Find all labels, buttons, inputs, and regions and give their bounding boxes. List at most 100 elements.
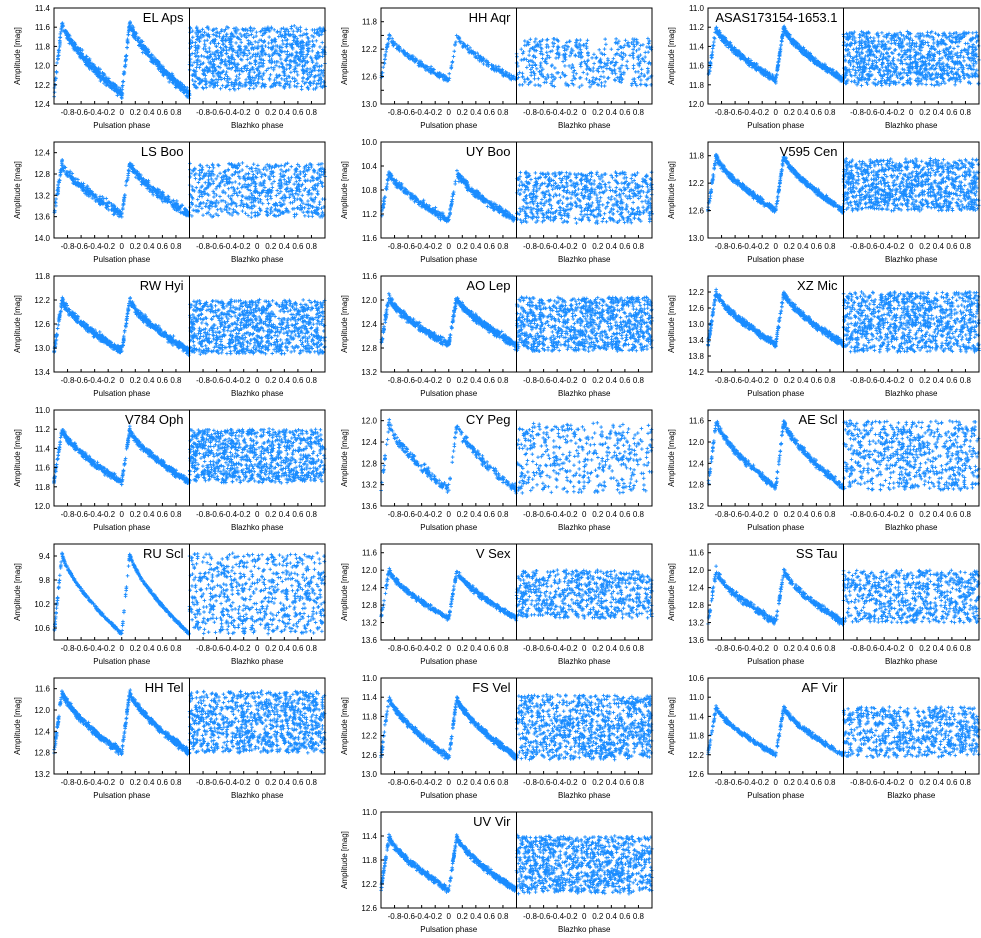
- data-point: [253, 81, 258, 86]
- data-point: [138, 43, 143, 48]
- data-point: [880, 30, 884, 35]
- data-point: [232, 83, 237, 87]
- x-axis-title-pulsation: Pulsation phase: [93, 121, 150, 130]
- data-point: [954, 31, 959, 35]
- data-point: [886, 63, 891, 68]
- data-point: [316, 78, 321, 83]
- data-point: [201, 189, 206, 194]
- data-point: [580, 55, 584, 59]
- data-point: [287, 33, 291, 37]
- data-point: [180, 88, 185, 92]
- data-point: [956, 44, 960, 49]
- data-point: [735, 50, 740, 54]
- data-point: [66, 173, 70, 177]
- data-point: [532, 47, 536, 52]
- data-point: [908, 57, 912, 62]
- data-point: [56, 189, 61, 194]
- data-point: [876, 35, 881, 39]
- data-point: [880, 57, 884, 62]
- data-point: [612, 63, 617, 68]
- data-point: [832, 72, 836, 77]
- x-tick-label: -0.6: [210, 108, 224, 117]
- data-point: [236, 62, 241, 67]
- data-point: [272, 51, 277, 55]
- data-point: [452, 49, 457, 54]
- data-point: [908, 70, 912, 74]
- data-point: [97, 201, 102, 206]
- data-point: [285, 63, 289, 67]
- data-point: [845, 68, 850, 73]
- data-point: [310, 28, 315, 32]
- data-point: [239, 84, 243, 88]
- data-point: [647, 39, 652, 43]
- data-point: [569, 66, 574, 70]
- data-point: [639, 78, 643, 82]
- data-point: [646, 36, 650, 41]
- data-point: [908, 47, 912, 52]
- data-point: [190, 40, 195, 45]
- data-point: [609, 47, 614, 51]
- data-point: [961, 73, 966, 77]
- data-point: [288, 42, 292, 47]
- data-point: [98, 194, 102, 199]
- data-point: [241, 50, 246, 54]
- x-tick-label: -0.4: [742, 108, 756, 117]
- data-point: [183, 209, 188, 213]
- data-point: [956, 55, 960, 60]
- data-point: [617, 39, 621, 43]
- data-point: [721, 37, 725, 42]
- data-point: [224, 70, 229, 74]
- data-point: [798, 45, 803, 50]
- data-point: [638, 60, 643, 64]
- data-point: [540, 56, 545, 61]
- data-point: [299, 46, 303, 50]
- data-point: [195, 37, 199, 42]
- data-point: [310, 60, 315, 65]
- data-point: [867, 47, 871, 51]
- data-point: [915, 82, 920, 87]
- data-point: [590, 79, 595, 83]
- data-point: [574, 71, 579, 76]
- data-point: [314, 82, 319, 86]
- x-tick-label: 0.4: [143, 108, 155, 117]
- data-point: [381, 65, 386, 69]
- data-point: [57, 178, 62, 182]
- data-point: [182, 211, 187, 216]
- data-point: [272, 78, 277, 82]
- data-point: [269, 41, 274, 45]
- data-point: [914, 34, 918, 39]
- data-point: [202, 39, 207, 43]
- data-point: [269, 26, 274, 31]
- data-point: [612, 69, 617, 73]
- data-point: [386, 37, 391, 42]
- data-point: [941, 76, 945, 81]
- data-point: [907, 44, 912, 48]
- data-point: [866, 78, 870, 82]
- data-point: [521, 50, 526, 54]
- data-point: [905, 55, 910, 60]
- data-point: [527, 49, 532, 53]
- data-point: [307, 42, 311, 47]
- data-point: [251, 162, 256, 167]
- data-point: [254, 186, 258, 191]
- x-tick-label: 0.2: [592, 108, 604, 117]
- data-point: [888, 74, 893, 78]
- data-point: [127, 164, 132, 169]
- data-point: [139, 176, 143, 181]
- data-point: [228, 42, 233, 47]
- data-point: [239, 34, 244, 38]
- data-point: [486, 60, 491, 65]
- data-point: [207, 169, 211, 173]
- data-point: [776, 63, 781, 67]
- data-point: [292, 67, 296, 72]
- data-point: [253, 60, 257, 65]
- data-point: [239, 40, 244, 45]
- data-point: [801, 48, 805, 52]
- data-point: [268, 85, 273, 89]
- data-point: [459, 39, 463, 44]
- data-point: [536, 83, 541, 87]
- data-point: [320, 40, 325, 45]
- y-tick-label: 11.0: [689, 4, 705, 13]
- data-point: [310, 39, 315, 43]
- data-point: [214, 44, 218, 49]
